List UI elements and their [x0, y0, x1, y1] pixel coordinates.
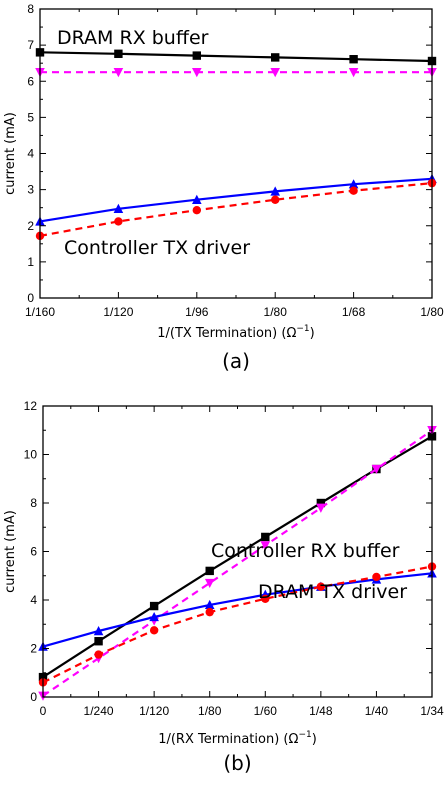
series-1-point	[261, 532, 270, 542]
x-axis-label-main: 1/(RX Termination) (	[158, 732, 288, 747]
series-3-point	[149, 611, 159, 622]
series-3-point	[348, 179, 359, 189]
series-1-point	[114, 49, 123, 58]
series-2-point	[270, 68, 280, 78]
x-axis-label-unit: Ω	[289, 732, 299, 747]
x-tick-label: 1/160	[25, 305, 55, 319]
series-3-point	[93, 626, 104, 636]
y-tick-label: 6	[27, 74, 34, 88]
series-1-point	[271, 53, 280, 62]
y-tick-label: 2	[27, 219, 34, 233]
y-tick-label: 4	[30, 593, 37, 607]
x-tick-label: 1/48	[309, 704, 333, 718]
series-4-point	[149, 626, 159, 635]
series-2-line	[42, 429, 433, 697]
series-1-point	[94, 637, 103, 646]
series-2-point	[260, 541, 271, 551]
y-tick-label: 1	[27, 255, 34, 269]
y-tick-label: 8	[30, 496, 37, 510]
x-axis-label-unit: Ω	[286, 326, 296, 341]
y-tick-label: 12	[24, 399, 38, 413]
y-tick-label: 2	[30, 642, 37, 656]
chart-caption: (b)	[223, 751, 251, 775]
x-axis-label: 1/(RX Termination) (Ω−1)	[158, 730, 317, 747]
annotation-1: Controller RX buffer	[211, 540, 400, 562]
chart-caption: (a)	[222, 349, 250, 373]
y-axis-label: current (mA)	[3, 112, 18, 195]
series-1-point	[205, 566, 214, 576]
series-2-point	[316, 503, 326, 513]
x-tick-label: 1/80	[198, 704, 222, 718]
y-tick-label: 7	[27, 38, 34, 52]
series-2-point	[204, 578, 215, 589]
series-4-point	[261, 594, 270, 603]
x-tick-label: 1/34	[420, 704, 444, 718]
annotation-2: DRAM TX driver	[258, 581, 407, 603]
x-tick-label: 1/68	[342, 305, 366, 319]
series-4-point	[271, 195, 280, 204]
x-tick-label: 1/96	[185, 305, 209, 319]
series-1-line	[42, 435, 433, 679]
y-tick-label: 8	[27, 2, 34, 16]
series-3-line	[42, 572, 433, 648]
annotation-2: Controller TX driver	[64, 237, 250, 259]
y-tick-label: 6	[30, 545, 37, 559]
x-axis-label: 1/(TX Termination) (Ω−1)	[157, 324, 315, 341]
x-tick-label: 1/80	[420, 305, 444, 319]
x-axis-label-sup: −1	[296, 324, 309, 334]
x-axis-label-close: )	[312, 732, 317, 747]
y-tick-label: 3	[27, 183, 34, 197]
x-axis-label-close: )	[310, 326, 315, 341]
series-4-line	[39, 182, 433, 237]
x-tick-label: 1/80	[264, 305, 288, 319]
series-1-line	[39, 51, 433, 63]
series-1-point	[316, 498, 326, 508]
series-4-point	[316, 582, 326, 591]
x-tick-label: 1/60	[254, 704, 278, 718]
x-axis-label-sup: −1	[298, 730, 311, 740]
series-4-point	[349, 186, 358, 195]
x-tick-label: 1/120	[139, 704, 169, 718]
y-axis-label: current (mA)	[3, 510, 18, 593]
series-1-point	[149, 601, 159, 611]
y-tick-label: 4	[27, 147, 34, 161]
series-4-point	[372, 572, 381, 582]
series-3-point	[113, 203, 124, 213]
y-tick-label: 5	[27, 110, 34, 124]
x-tick-label: 1/40	[365, 704, 389, 718]
series-3-line	[39, 177, 433, 223]
series-4-line	[42, 565, 433, 684]
x-tick-label: 0	[40, 704, 47, 718]
series-3-point	[204, 599, 215, 610]
series-3-point	[270, 186, 280, 196]
y-tick-label: 0	[27, 291, 34, 305]
series-1-point	[349, 55, 358, 64]
series-3-point	[192, 194, 202, 204]
series-2-point	[192, 68, 202, 78]
x-tick-label: 1/120	[103, 305, 133, 319]
series-2-point	[113, 68, 124, 78]
x-tick-label: 1/240	[84, 704, 114, 718]
annotation-1: DRAM RX buffer	[57, 27, 209, 49]
series-4-point	[114, 217, 123, 226]
series-2-point	[348, 68, 359, 78]
series-2-point	[371, 464, 382, 475]
chart-a: 0 1 2 3 4 5 6 7 8 1/160 1/120 1/96 1/80 1/68 1/80 1/(TX…	[3, 2, 444, 373]
series-4-point	[205, 607, 214, 617]
x-axis-label-main: 1/(TX Termination) (	[157, 326, 286, 341]
y-tick-label: 0	[30, 690, 37, 704]
chart-b: 0 2 4 6 8 10 12 0 1/240 1/120 1/80 1/60 1/48 1/40 1/34…	[3, 399, 444, 775]
series-4-point	[192, 206, 201, 215]
series-1-point	[192, 51, 201, 60]
y-tick-label: 10	[24, 448, 38, 462]
series-4-point	[94, 650, 103, 659]
